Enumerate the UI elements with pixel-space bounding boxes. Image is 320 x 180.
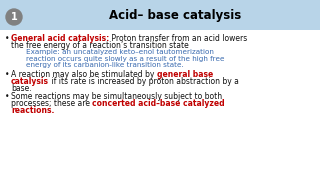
Text: the free energy of a reaction’s transition state: the free energy of a reaction’s transiti… — [11, 41, 189, 50]
Text: if its rate is increased by proton abstraction by a: if its rate is increased by proton abstr… — [49, 77, 239, 86]
Text: reaction occurs quite slowly as a result of the high free: reaction occurs quite slowly as a result… — [26, 55, 225, 62]
Text: •: • — [5, 92, 10, 101]
Text: energy of its carbanion-like transition state.: energy of its carbanion-like transition … — [26, 62, 184, 68]
Text: Some reactions may be simultaneously subject to both: Some reactions may be simultaneously sub… — [11, 92, 222, 101]
Text: reactions.: reactions. — [11, 106, 54, 115]
Text: general base: general base — [157, 70, 213, 79]
Text: •: • — [5, 70, 10, 79]
Text: processes; these are: processes; these are — [11, 99, 92, 108]
Text: base.: base. — [11, 84, 32, 93]
Text: A reaction may also be stimulated by: A reaction may also be stimulated by — [11, 70, 157, 79]
Text: 1: 1 — [11, 12, 17, 22]
FancyBboxPatch shape — [0, 30, 320, 180]
Text: concerted acid–base catalyzed: concerted acid–base catalyzed — [92, 99, 225, 108]
Text: •: • — [5, 34, 10, 43]
FancyBboxPatch shape — [0, 0, 320, 30]
Text: Example: an uncatalyzed keto–enol tautomerization: Example: an uncatalyzed keto–enol tautom… — [26, 49, 214, 55]
Text: catalysis: catalysis — [11, 77, 49, 86]
Text: Proton transfer from an acid lowers: Proton transfer from an acid lowers — [109, 34, 247, 43]
Text: General acid catalysis:: General acid catalysis: — [11, 34, 109, 43]
Text: Acid– base catalysis: Acid– base catalysis — [109, 8, 241, 21]
Circle shape — [6, 9, 22, 25]
